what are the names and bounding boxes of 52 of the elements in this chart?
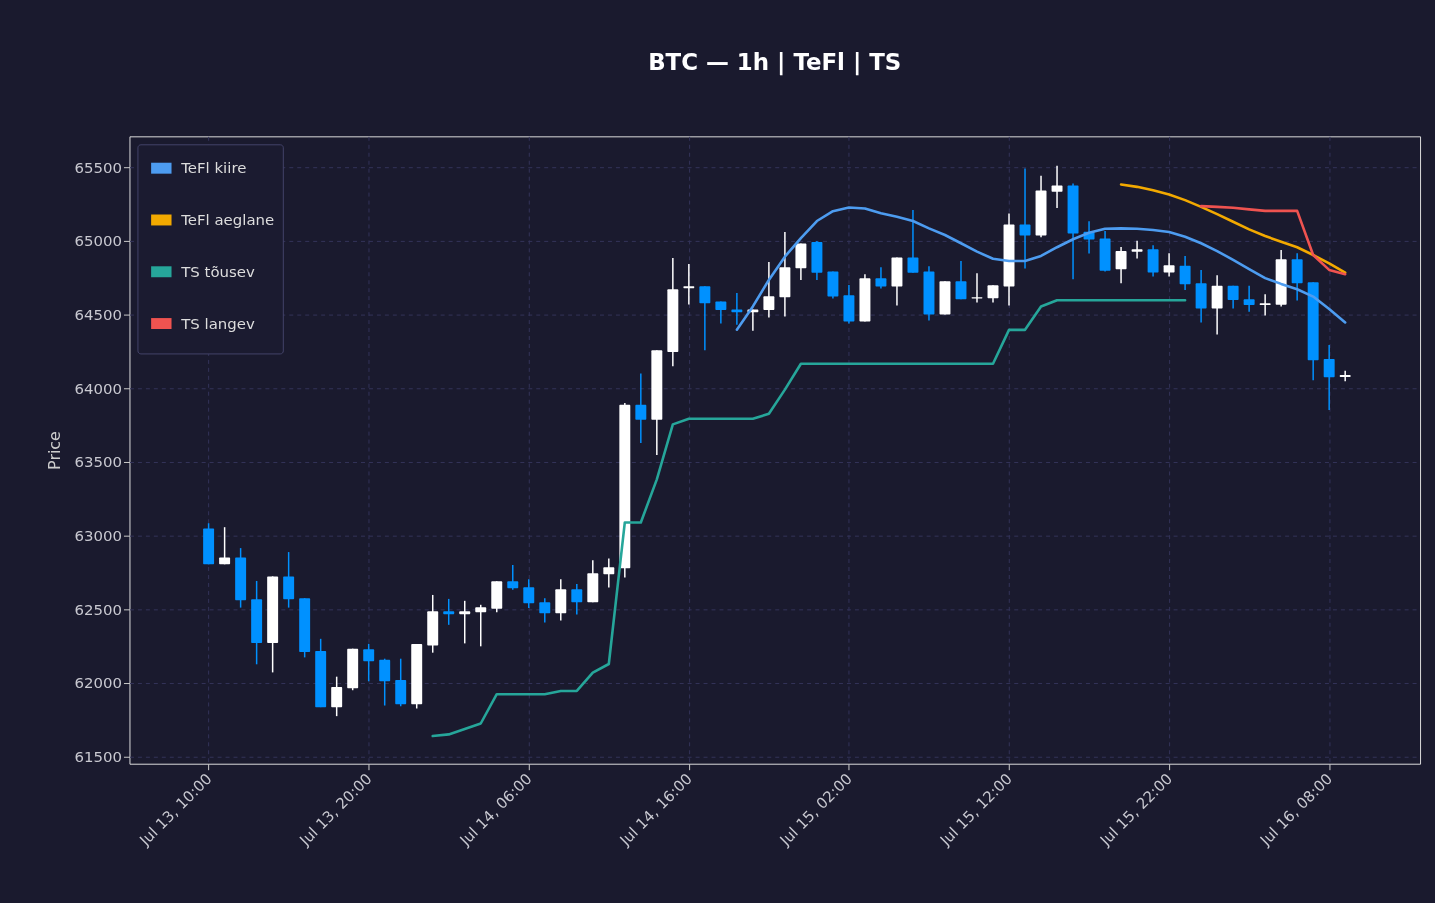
candlestick	[907, 209, 919, 274]
candlestick	[603, 557, 615, 589]
candlestick	[875, 266, 887, 290]
candlestick	[507, 564, 519, 591]
line-series	[735, 206, 1347, 331]
y-tick-label: 65500	[74, 158, 122, 177]
y-tick-label: 64000	[74, 379, 122, 398]
candlestick	[379, 657, 391, 707]
y-tick-label: 61500	[74, 747, 122, 766]
legend-label: TeFl kiire	[180, 159, 247, 178]
candlestick	[1179, 255, 1191, 291]
y-axis-title: Price	[44, 431, 64, 470]
candlestick	[443, 598, 455, 626]
candlestick	[763, 261, 775, 319]
candlestick	[219, 526, 231, 566]
candlestick	[1163, 252, 1175, 278]
y-tick-label: 62500	[74, 600, 122, 619]
chart-title: BTC — 1h | TeFl | TS	[648, 48, 902, 76]
candlestick	[1211, 274, 1223, 336]
legend-label: TS tõusev	[180, 262, 255, 281]
legend-label: TS langev	[180, 314, 255, 333]
line-series	[431, 298, 1187, 738]
candlestick	[1291, 252, 1303, 302]
candlestick	[1019, 167, 1031, 270]
candlestick	[683, 263, 695, 306]
candlestick	[539, 597, 551, 624]
candlestick	[699, 285, 711, 352]
y-tick-label: 65000	[74, 232, 122, 251]
candlestick	[571, 583, 583, 616]
y-tick-label: 62000	[74, 674, 122, 693]
candlestick	[331, 675, 343, 717]
candlestick	[1051, 164, 1063, 209]
candlestick	[283, 551, 295, 609]
y-tick-label: 63000	[74, 526, 122, 545]
candlestick	[1115, 246, 1127, 284]
candlestick	[523, 578, 535, 609]
legend-label: TeFl aeglane	[180, 210, 275, 229]
y-tick-label: 64500	[74, 306, 122, 325]
candlestick	[363, 643, 375, 682]
line-series	[1119, 183, 1347, 274]
candlestick	[1339, 369, 1351, 382]
candlestick	[1147, 244, 1159, 278]
candlestick	[955, 260, 967, 300]
candlestick	[1243, 285, 1255, 313]
y-tick-label: 63500	[74, 453, 122, 472]
candlestick	[1131, 240, 1143, 260]
candlestick	[635, 372, 647, 444]
candlestick	[475, 604, 487, 648]
line-series	[1199, 204, 1347, 276]
candlestick	[1323, 344, 1335, 411]
candlestick	[459, 600, 471, 645]
candlestick	[1259, 293, 1271, 317]
